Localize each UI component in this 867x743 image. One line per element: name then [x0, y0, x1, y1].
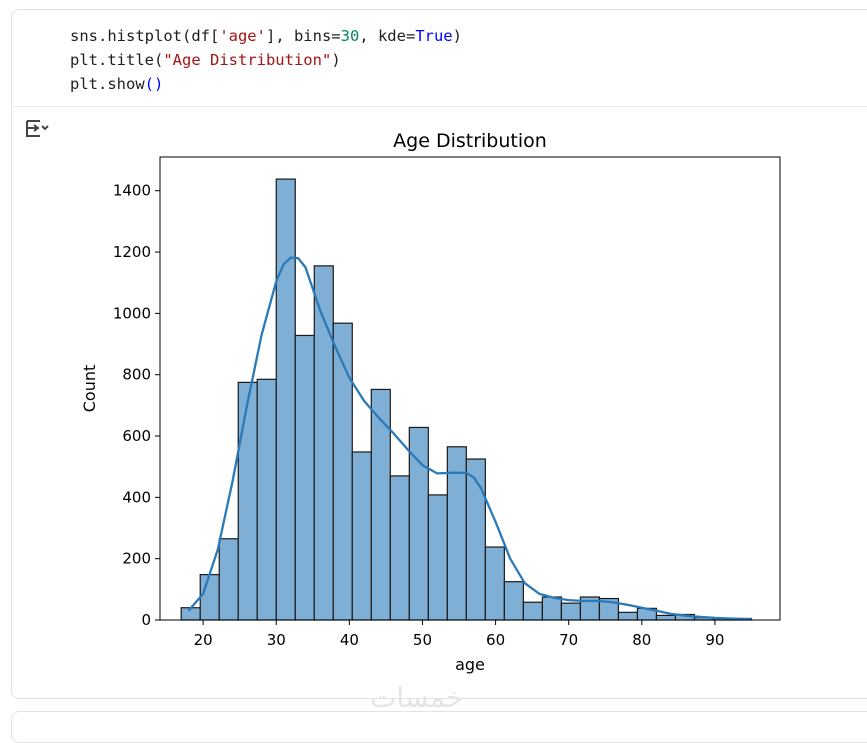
histogram-bar	[541, 596, 562, 621]
histogram-bar	[389, 475, 410, 621]
histogram-bar	[294, 334, 315, 621]
histogram-bar	[484, 546, 505, 621]
histogram-bar	[199, 574, 220, 621]
histogram-bar	[275, 178, 296, 621]
histogram-bar	[522, 601, 543, 621]
y-tick-label: 400	[122, 488, 151, 506]
histogram-bar	[560, 602, 582, 621]
histogram-bar	[237, 381, 258, 621]
y-tick-label: 800	[122, 366, 151, 384]
kde-line	[187, 256, 752, 621]
x-axis-label: age	[455, 655, 485, 674]
x-tick-label: 60	[486, 631, 505, 649]
y-tick-label: 1400	[113, 182, 151, 200]
x-tick-label: 40	[340, 631, 359, 649]
histogram-bar	[465, 458, 486, 621]
x-tick-label: 30	[267, 631, 286, 649]
x-tick-label: 80	[632, 631, 651, 649]
x-tick-label: 70	[559, 631, 578, 649]
y-tick-label: 600	[122, 427, 151, 445]
y-tick-label: 1200	[113, 243, 151, 261]
code-line-1: sns.histplot(df['age'], bins=30, kde=Tru…	[70, 27, 462, 45]
chart-svg: 20 30 40 50 60 70 80 90 0 200 400 600 800 1000 1200 140…	[80, 130, 781, 674]
histogram-bar	[218, 538, 239, 621]
x-tick-label: 50	[413, 631, 432, 649]
y-axis-label: Count	[80, 365, 99, 413]
code-line-3: plt.show()	[70, 75, 164, 93]
cell-output-divider	[12, 106, 867, 107]
histogram-bar	[617, 611, 639, 621]
x-tick-label: 20	[194, 631, 213, 649]
histogram-bar	[427, 494, 448, 621]
watermark: خمسات	[370, 681, 464, 714]
code-editor[interactable]: sns.histplot(df['age'], bins=30, kde=Tru…	[70, 24, 462, 96]
y-tick-label: 1000	[113, 304, 151, 322]
histogram-bar	[332, 322, 353, 621]
histogram-bar	[370, 388, 391, 621]
histogram-bar	[351, 451, 372, 621]
histogram-bar	[655, 614, 677, 621]
y-tick-label: 0	[141, 611, 151, 629]
output-toggle-icon[interactable]	[24, 116, 50, 142]
next-code-cell[interactable]	[11, 711, 867, 743]
histogram-chart: 20 30 40 50 60 70 80 90 0 200 400 600 800 1000 1200 140…	[58, 118, 798, 682]
plot-frame	[159, 156, 781, 621]
histogram-bar	[503, 581, 524, 621]
x-tick-label: 90	[705, 631, 724, 649]
code-line-2: plt.title("Age Distribution")	[70, 51, 341, 69]
histogram-bar	[408, 426, 429, 621]
histogram-bar	[256, 378, 277, 621]
y-tick-label: 200	[122, 550, 151, 568]
chart-title: Age Distribution	[393, 130, 547, 152]
